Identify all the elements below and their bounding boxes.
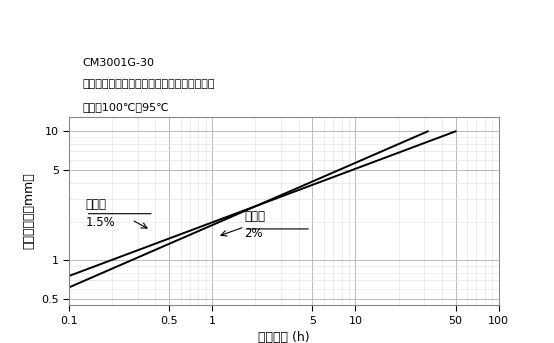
Text: 2%: 2%	[245, 227, 263, 240]
Text: 1.5%: 1.5%	[85, 216, 115, 229]
Text: 試験片：肉厘に対して形状が非常に大きな物: 試験片：肉厘に対して形状が非常に大きな物	[82, 79, 214, 89]
X-axis label: 浸漬時間 (h): 浸漬時間 (h)	[258, 331, 310, 343]
Text: CM3001G-30: CM3001G-30	[82, 58, 154, 68]
Text: 水温：100℃～95℃: 水温：100℃～95℃	[82, 102, 169, 111]
Text: 吸水率: 吸水率	[245, 210, 265, 223]
Y-axis label: 成形品肉厘（mm）: 成形品肉厘（mm）	[23, 173, 35, 249]
Text: 吸水率: 吸水率	[85, 198, 106, 211]
